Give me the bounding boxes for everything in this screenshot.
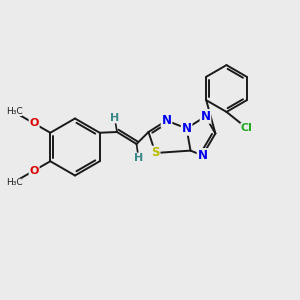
Text: O: O	[29, 166, 39, 176]
Text: H: H	[134, 153, 143, 164]
Text: O: O	[29, 118, 39, 128]
Text: Cl: Cl	[241, 123, 253, 133]
Text: H₃C: H₃C	[6, 107, 22, 116]
Text: N: N	[182, 122, 192, 135]
Text: N: N	[161, 114, 172, 127]
Text: H₃C: H₃C	[6, 178, 22, 187]
Text: S: S	[151, 146, 160, 160]
Text: N: N	[200, 110, 211, 123]
Text: N: N	[197, 149, 208, 162]
Text: H: H	[110, 112, 119, 123]
